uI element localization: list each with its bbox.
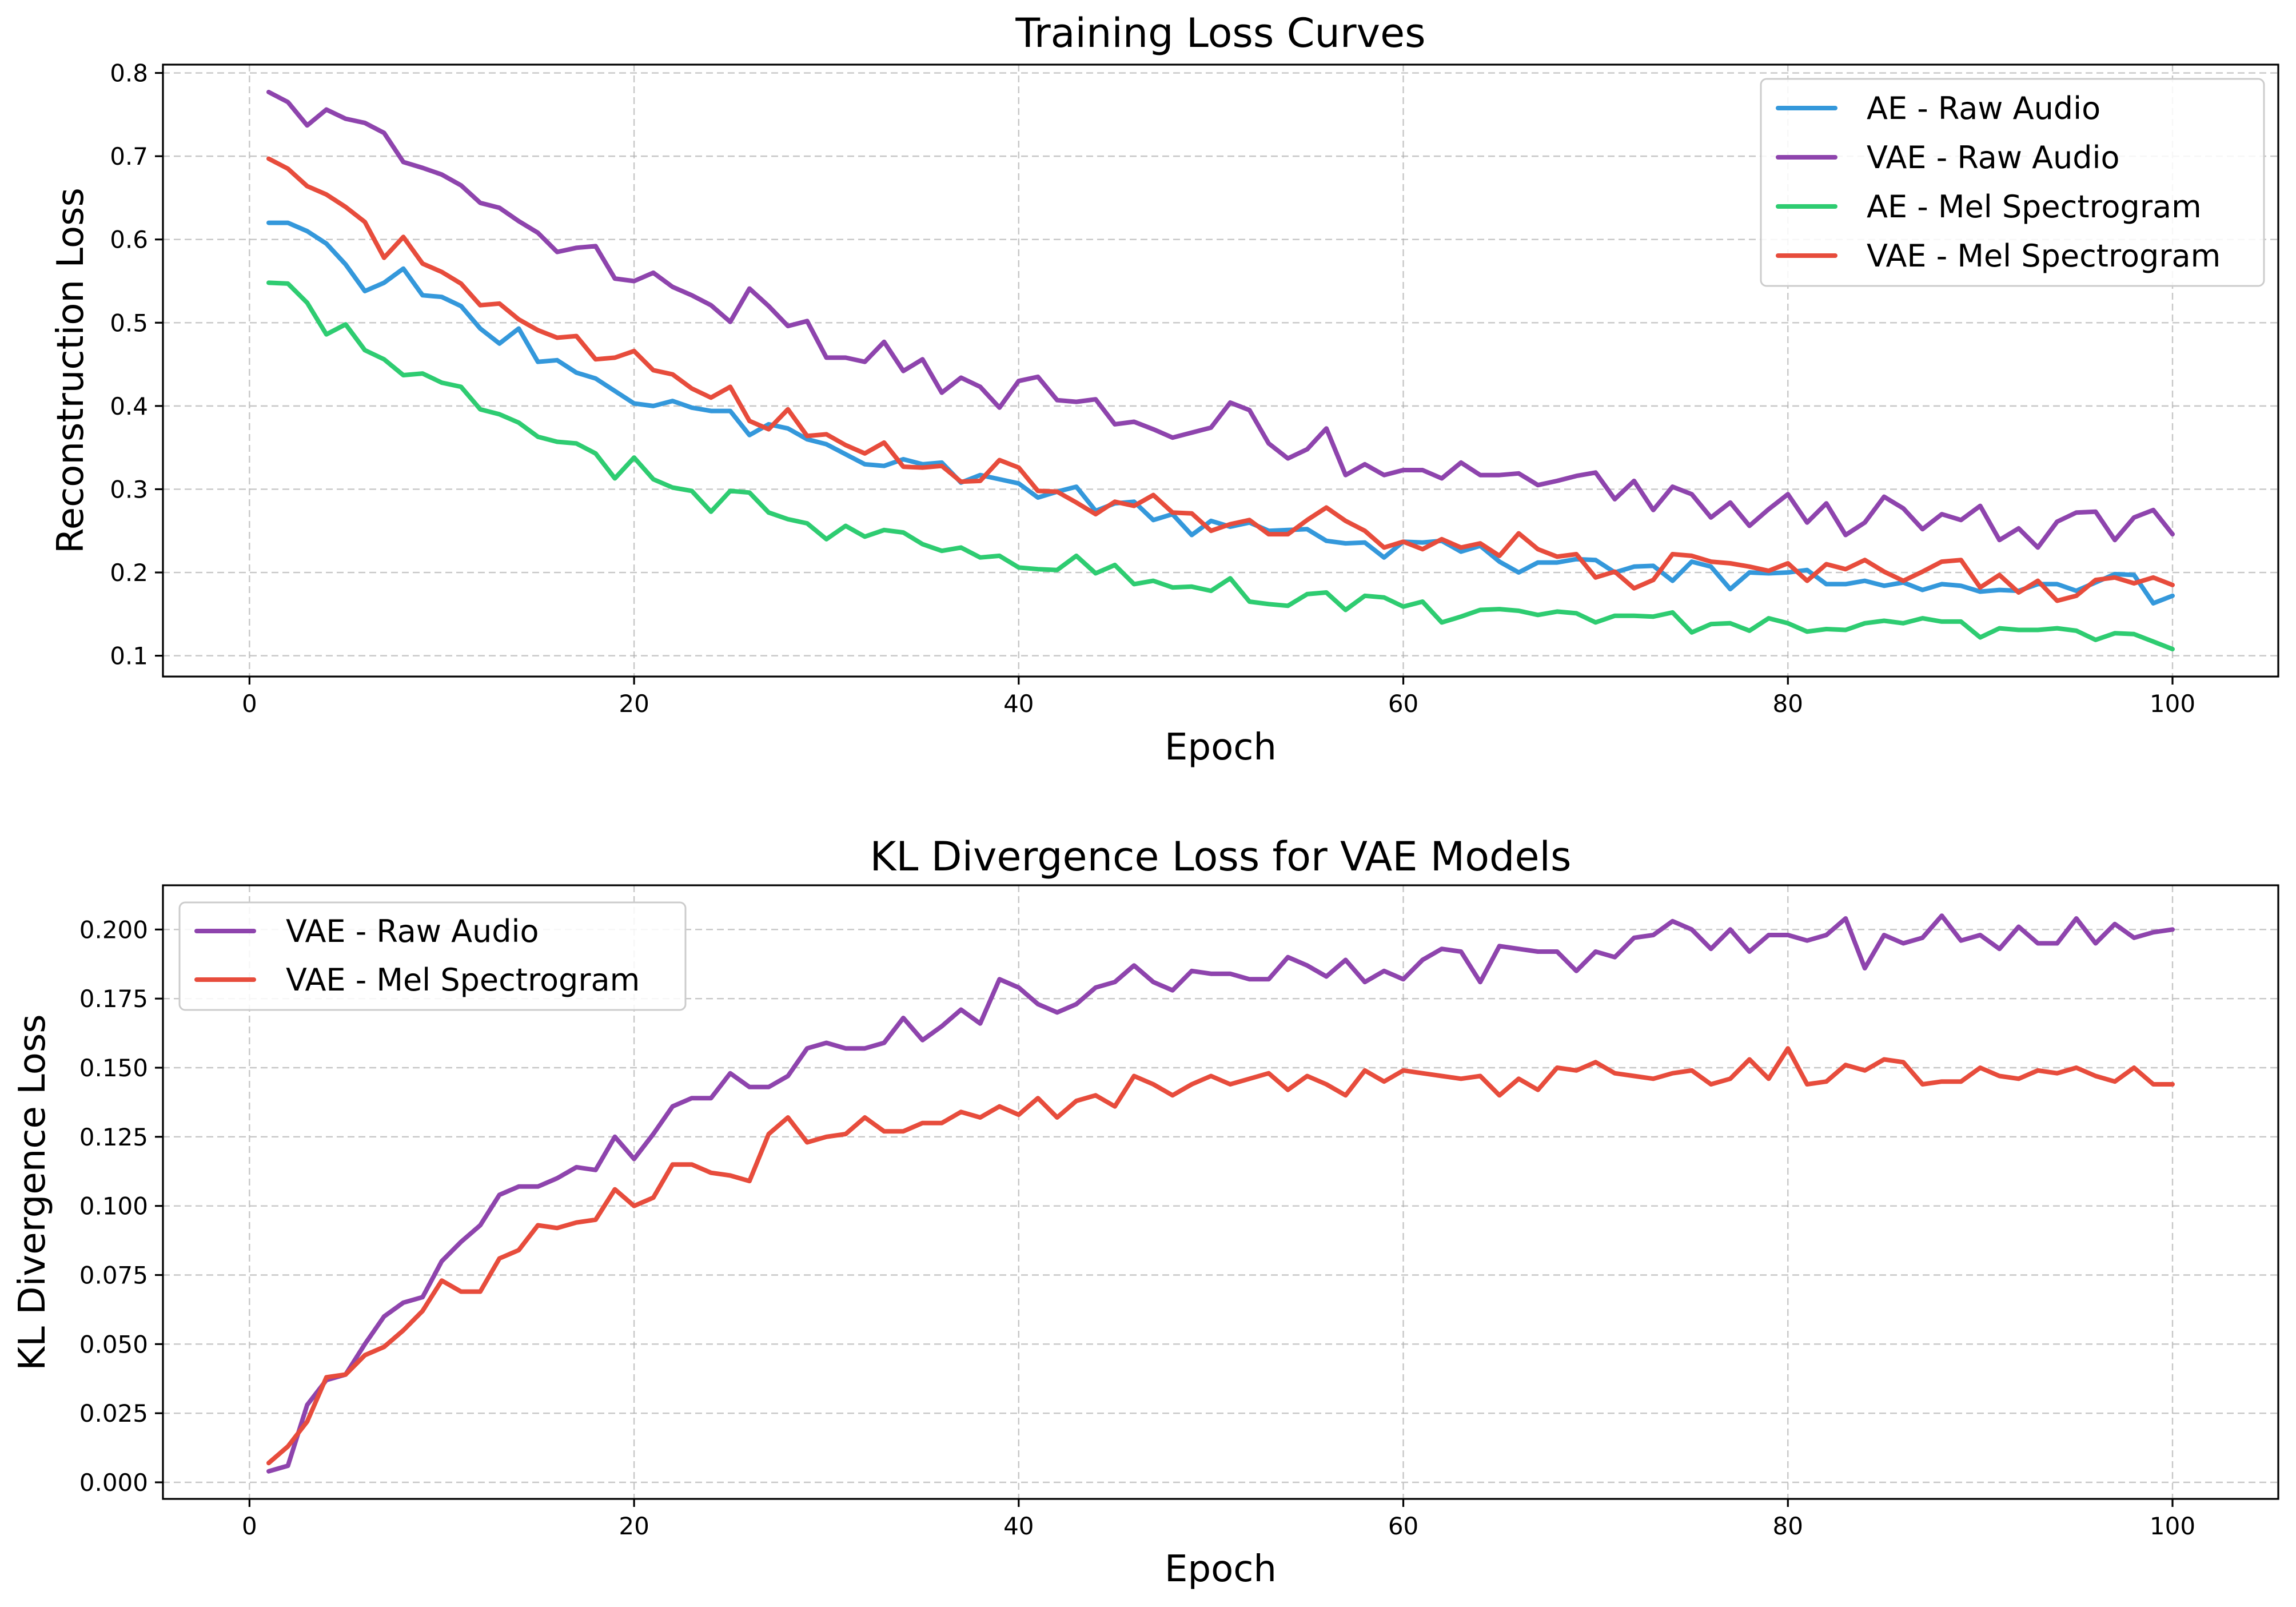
y-tick-label: 0.2 (110, 559, 148, 587)
y-tick-label: 0.100 (79, 1192, 148, 1220)
legend-box (178, 901, 687, 1011)
series-layer (266, 913, 2175, 1474)
x-tick-label: 0 (242, 690, 257, 718)
x-tick-label: 40 (1003, 690, 1034, 718)
legend-box (1760, 78, 2265, 287)
y-tick-label: 0.025 (79, 1399, 148, 1427)
x-tick-label: 60 (1388, 690, 1418, 718)
series-line-ae-mel-spectrogram (266, 280, 2175, 651)
y-tick-label: 0.8 (110, 59, 148, 87)
y-tick-label: 0.5 (110, 309, 148, 337)
x-tick-label: 40 (1003, 1512, 1034, 1540)
legend-label-vae-raw-audio: VAE - Raw Audio (1867, 140, 2120, 176)
x-axis-label: Epoch (1165, 726, 1277, 769)
series-line-vae-raw-audio (266, 90, 2175, 550)
x-tick-label: 80 (1773, 690, 1803, 718)
y-axis-label: Reconstruction Loss (50, 188, 92, 554)
legend: VAE - Raw Audio VAE - Mel Spectrogram (178, 901, 687, 1011)
series-layer (266, 90, 2175, 651)
x-tick-label: 100 (2150, 1512, 2195, 1540)
y-tick-label: 0.7 (110, 142, 148, 170)
chart-title: Training Loss Curves (1015, 10, 1425, 57)
plot-frame (162, 884, 2279, 1500)
legend-label-ae-mel-spectrogram: AE - Mel Spectrogram (1867, 189, 2202, 225)
y-tick-label: 0.200 (79, 916, 148, 944)
x-tick-label: 20 (619, 1512, 649, 1540)
y-tick-label: 0.6 (110, 226, 148, 254)
y-tick-label: 0.3 (110, 475, 148, 503)
series-line-vae-mel-spectrogram (266, 1046, 2175, 1466)
series-line-vae-mel-spectrogram (266, 156, 2175, 603)
y-tick-label: 0.1 (110, 642, 148, 670)
legend-label-vae-mel-spectrogram: VAE - Mel Spectrogram (1867, 238, 2221, 274)
x-tick-label: 20 (619, 690, 649, 718)
series-line-ae-raw-audio (266, 220, 2175, 606)
tick-layer: 0 20 40 60 80 100 0.000 0.025 0.050 0.075 0.100 0.1… (79, 916, 2195, 1540)
y-tick-label: 0.125 (79, 1123, 148, 1151)
legend: AE - Raw Audio VAE - Raw Audio AE - Mel … (1760, 78, 2265, 287)
x-tick-label: 100 (2150, 690, 2195, 718)
y-tick-label: 0.050 (79, 1330, 148, 1358)
x-tick-label: 80 (1773, 1512, 1803, 1540)
legend-label-vae-mel-spectrogram: VAE - Mel Spectrogram (286, 962, 640, 998)
x-tick-label: 0 (242, 1512, 257, 1540)
y-tick-label: 0.150 (79, 1054, 148, 1082)
y-tick-label: 0.175 (79, 985, 148, 1013)
y-tick-label: 0.000 (79, 1469, 148, 1497)
y-tick-label: 0.075 (79, 1262, 148, 1290)
legend-label-ae-raw-audio: AE - Raw Audio (1867, 90, 2100, 126)
x-tick-label: 60 (1388, 1512, 1418, 1540)
chart-title: KL Divergence Loss for VAE Models (870, 833, 1572, 880)
kl-divergence-chart: KL Divergence Loss for VAE Models 0 20 40 6… (11, 833, 2279, 1590)
series-line-vae-raw-audio (266, 913, 2175, 1474)
tick-layer: 0 20 40 60 80 100 0.1 0.2 0.3 0.4 0.5 0.6 0.7 0.8 (110, 59, 2195, 718)
x-axis-label: Epoch (1165, 1548, 1277, 1590)
training-loss-chart: Training Loss Curves 0 20 40 60 80 1000.10.20… (50, 10, 2279, 769)
y-tick-label: 0.4 (110, 392, 148, 420)
legend-label-vae-raw-audio: VAE - Raw Audio (286, 913, 539, 949)
y-axis-label: KL Divergence Loss (11, 1014, 54, 1370)
plot-frame (162, 63, 2279, 678)
